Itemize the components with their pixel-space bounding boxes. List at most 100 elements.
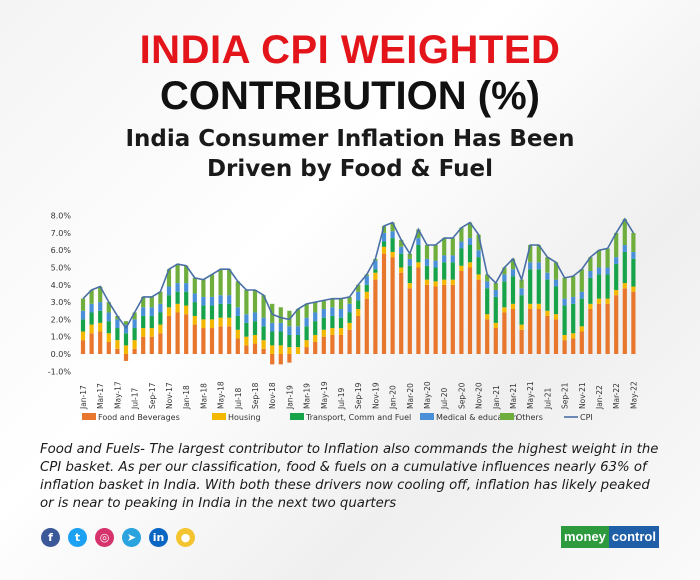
bar-segment bbox=[115, 348, 120, 354]
bar-segment bbox=[106, 321, 111, 334]
bar-segment bbox=[347, 322, 352, 330]
legend-swatch bbox=[500, 413, 514, 420]
bar-segment bbox=[235, 329, 240, 339]
bar-segment bbox=[89, 312, 94, 325]
bar-segment bbox=[304, 347, 309, 354]
bar-segment bbox=[536, 269, 541, 304]
bar-segment bbox=[278, 345, 283, 354]
bar-segment bbox=[166, 307, 172, 316]
bar-segment bbox=[235, 307, 240, 316]
bar-segment bbox=[141, 315, 146, 329]
x-tick-label: May-18 bbox=[217, 381, 226, 409]
bar-segment bbox=[313, 341, 318, 354]
bar-segment bbox=[399, 267, 404, 273]
bar-segment bbox=[338, 334, 344, 354]
legend-swatch bbox=[290, 413, 304, 420]
bar-segment bbox=[579, 326, 584, 332]
bar-segment bbox=[390, 231, 395, 239]
bar-segment bbox=[330, 315, 335, 329]
x-tick-label: Jan-17 bbox=[79, 385, 88, 410]
bar-segment bbox=[424, 279, 430, 285]
bar-segment bbox=[459, 248, 464, 266]
y-tick-label: 5.0% bbox=[51, 264, 72, 273]
y-tick-label: 8.0% bbox=[51, 212, 72, 221]
x-tick-label: Sep-18 bbox=[251, 382, 260, 409]
bar-segment bbox=[579, 291, 584, 299]
bar-segment bbox=[510, 269, 516, 277]
bar-segment bbox=[106, 302, 111, 313]
bar-segment bbox=[476, 234, 481, 251]
bar-segment bbox=[502, 307, 507, 313]
bar-segment bbox=[175, 283, 180, 292]
bar-segment bbox=[313, 334, 318, 342]
moneycontrol-logo: money control bbox=[561, 526, 659, 548]
bar-segment bbox=[330, 298, 335, 308]
bar-segment bbox=[347, 329, 352, 354]
bar-segment bbox=[588, 277, 593, 304]
bar-segment bbox=[270, 345, 275, 354]
bar-segment bbox=[235, 315, 240, 330]
logo-part-control: control bbox=[608, 526, 659, 548]
bar-segment bbox=[622, 251, 627, 284]
x-tick-label: May-17 bbox=[113, 381, 122, 409]
facebook-icon[interactable]: f bbox=[41, 528, 60, 547]
telegram-icon[interactable]: ➤ bbox=[122, 528, 141, 547]
bar-segment bbox=[519, 329, 524, 354]
title-line-2: CONTRIBUTION (%) bbox=[160, 74, 540, 118]
bar-segment bbox=[467, 262, 473, 268]
bar-segment bbox=[218, 326, 223, 354]
bar-segment bbox=[209, 328, 215, 354]
bar-segment bbox=[381, 232, 387, 242]
bar-segment bbox=[80, 319, 86, 332]
bar-segment bbox=[553, 314, 559, 320]
x-tick-label: Jan-19 bbox=[285, 385, 294, 410]
bar-segment bbox=[553, 279, 559, 287]
bar-segment bbox=[562, 277, 567, 299]
linkedin-icon[interactable]: in bbox=[149, 528, 168, 547]
bar-segment bbox=[416, 245, 421, 263]
bar-segment bbox=[519, 279, 524, 289]
bar-segment bbox=[252, 343, 258, 354]
y-tick-label: 1.0% bbox=[51, 333, 72, 342]
legend-swatch bbox=[82, 413, 96, 420]
bar-segment bbox=[115, 328, 120, 341]
bar-segment bbox=[338, 309, 344, 318]
bar-segment bbox=[132, 319, 137, 329]
bar-segment bbox=[485, 319, 490, 354]
bar-segment bbox=[184, 314, 189, 354]
bar-segment bbox=[493, 322, 498, 329]
legend-swatch bbox=[420, 413, 434, 420]
bar-segment bbox=[261, 317, 266, 327]
bar-segment bbox=[356, 291, 361, 301]
bar-segment bbox=[519, 324, 524, 330]
bar-segment bbox=[330, 328, 335, 335]
bar-segment bbox=[519, 295, 524, 325]
bar-segment bbox=[313, 302, 318, 313]
bar-segment bbox=[184, 291, 189, 306]
x-tick-label: Sep-19 bbox=[354, 382, 363, 409]
instagram-icon[interactable]: ◎ bbox=[95, 528, 114, 547]
bar-segment bbox=[175, 264, 180, 284]
legend-swatch bbox=[212, 413, 226, 420]
bar-segment bbox=[562, 305, 567, 335]
twitter-icon[interactable]: t bbox=[68, 528, 87, 547]
bar-segment bbox=[209, 319, 215, 329]
bar-segment bbox=[416, 238, 421, 246]
bar-segment bbox=[89, 289, 94, 304]
bar-segment bbox=[364, 298, 369, 354]
bar-segment bbox=[132, 312, 137, 320]
bar-segment bbox=[442, 262, 447, 280]
bar-segment bbox=[80, 298, 86, 311]
bar-segment bbox=[132, 328, 137, 341]
koo-icon[interactable]: ● bbox=[176, 528, 195, 547]
bar-segment bbox=[106, 341, 111, 354]
bar-segment bbox=[192, 324, 197, 354]
bar-segment bbox=[476, 279, 481, 354]
bar-segment bbox=[476, 257, 481, 275]
bar-segment bbox=[459, 265, 464, 271]
legend-label: Medical & education bbox=[436, 413, 518, 422]
bar-segment bbox=[390, 251, 395, 258]
bar-segment bbox=[89, 333, 94, 354]
bar-segment bbox=[227, 269, 232, 296]
bar-segment bbox=[201, 296, 206, 306]
